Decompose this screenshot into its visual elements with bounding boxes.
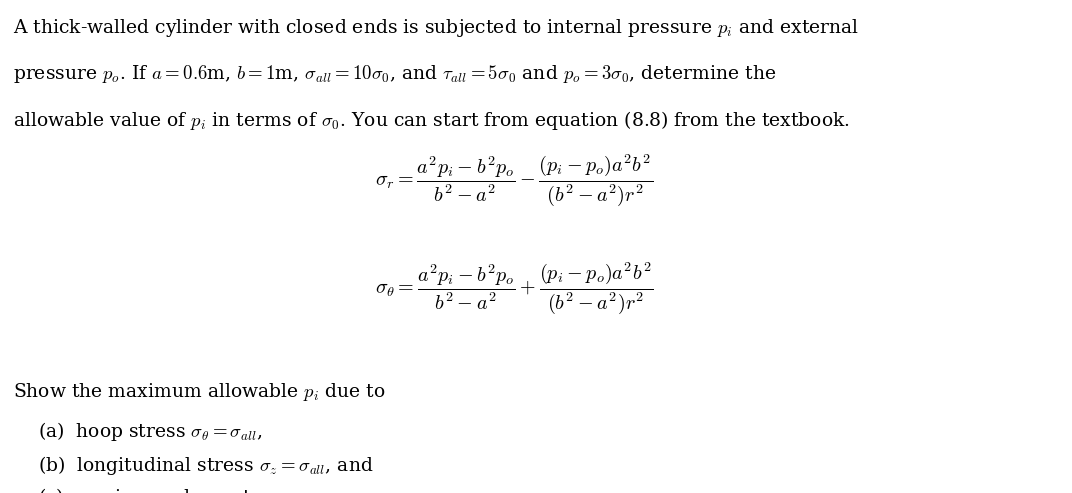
Text: (c)  maximum shear stress $\tau_{\mathrm{max}} = \tau_{all}$.: (c) maximum shear stress $\tau_{\mathrm{…: [38, 487, 381, 493]
Text: pressure $p_o$. If $a = 0.6$m, $b = 1$m, $\sigma_{all} = 10\sigma_0$, and $\tau_: pressure $p_o$. If $a = 0.6$m, $b = 1$m,…: [13, 63, 776, 85]
Text: $\sigma_r = \dfrac{a^2p_i - b^2p_o}{b^2 - a^2} - \dfrac{(p_i - p_o)a^2b^2}{(b^2 : $\sigma_r = \dfrac{a^2p_i - b^2p_o}{b^2 …: [375, 152, 654, 208]
Text: $\sigma_\theta = \dfrac{a^2p_i - b^2p_o}{b^2 - a^2} + \dfrac{(p_i - p_o)a^2b^2}{: $\sigma_\theta = \dfrac{a^2p_i - b^2p_o}…: [375, 261, 654, 316]
Text: (a)  hoop stress $\sigma_\theta = \sigma_{all}$,: (a) hoop stress $\sigma_\theta = \sigma_…: [38, 420, 263, 443]
Text: allowable value of $p_i$ in terms of $\sigma_0$. You can start from equation (8.: allowable value of $p_i$ in terms of $\s…: [13, 109, 850, 132]
Text: A thick-walled cylinder with closed ends is subjected to internal pressure $p_i$: A thick-walled cylinder with closed ends…: [13, 17, 859, 39]
Text: Show the maximum allowable $p_i$ due to: Show the maximum allowable $p_i$ due to: [13, 381, 386, 403]
Text: (b)  longitudinal stress $\sigma_z = \sigma_{all}$, and: (b) longitudinal stress $\sigma_z = \sig…: [38, 454, 373, 477]
